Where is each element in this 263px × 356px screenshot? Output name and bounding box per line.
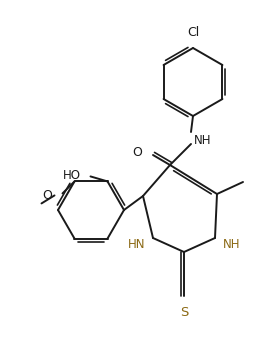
Text: Cl: Cl	[187, 26, 199, 39]
Text: NH: NH	[223, 239, 240, 251]
Text: HN: HN	[128, 239, 145, 251]
Text: HO: HO	[63, 169, 80, 182]
Text: NH: NH	[194, 134, 211, 147]
Text: S: S	[180, 306, 188, 319]
Text: O: O	[43, 189, 53, 202]
Text: O: O	[132, 147, 142, 159]
